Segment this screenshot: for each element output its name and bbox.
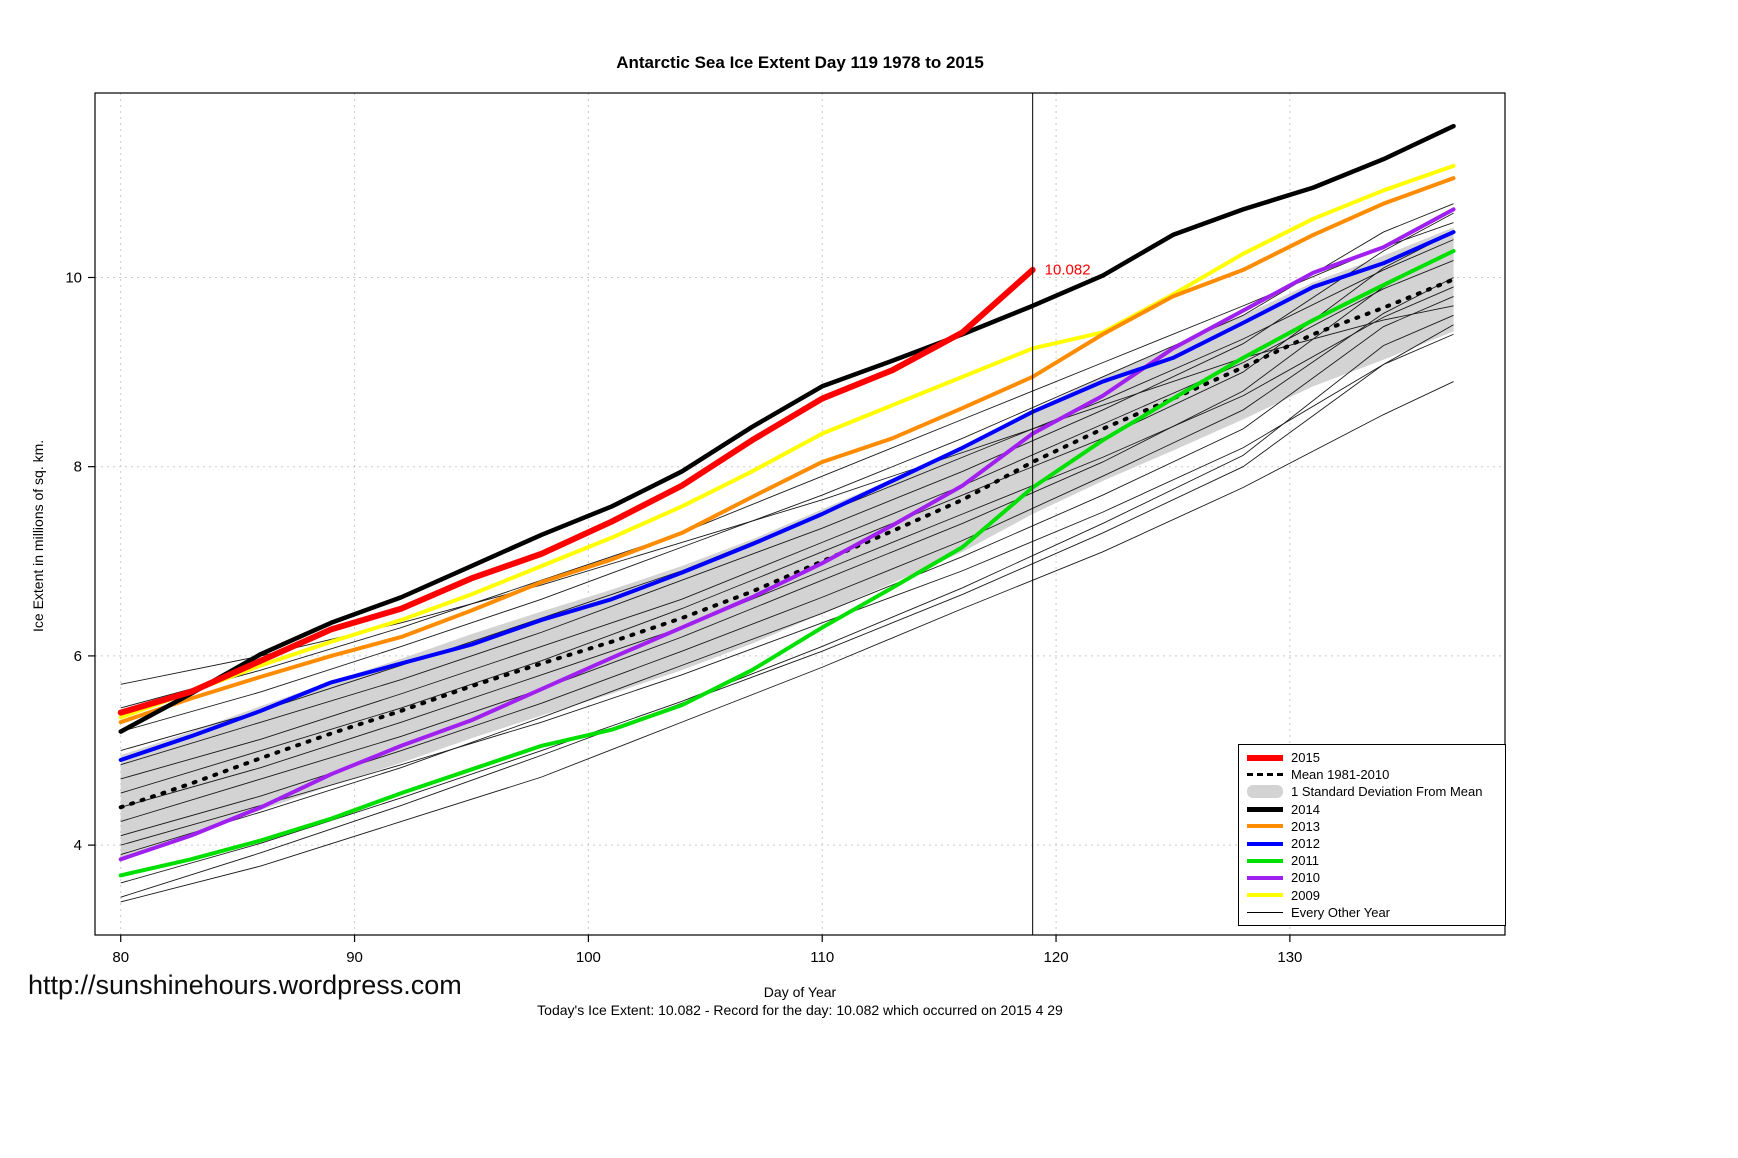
background-year-line (120, 212, 1454, 766)
legend-label: 2010 (1291, 870, 1320, 886)
line-swatch (1247, 911, 1283, 913)
legend-item-2012: 2012 (1247, 835, 1497, 852)
footer-note: Today's Ice Extent: 10.082 - Record for … (537, 1002, 1063, 1018)
legend-label: 2012 (1291, 836, 1320, 852)
line-swatch (1247, 754, 1283, 761)
legend-label: Every Other Year (1291, 904, 1390, 920)
series-line-2011 (118, 248, 1456, 878)
y-tick-label: 6 (74, 648, 82, 665)
band-swatch (1247, 785, 1283, 799)
legend-item-1-standard-deviation-from-mean: 1 Standard Deviation From Mean (1247, 783, 1497, 800)
plot-border (94, 92, 1506, 936)
line-swatch (1247, 858, 1283, 863)
legend-item-2014: 2014 (1247, 801, 1497, 818)
line-swatch (1247, 806, 1283, 812)
current-value-annotation: 10.082 (1045, 262, 1091, 279)
x-tick-label: 130 (1277, 949, 1302, 966)
line-swatch (1247, 841, 1283, 846)
background-year-line (120, 231, 1454, 794)
x-tick-label: 80 (112, 949, 129, 966)
legend: 2015 Mean 1981-2010 1 Standard Deviation F… (1238, 744, 1506, 926)
background-year-line (120, 333, 1454, 846)
legend-item-2009: 2009 (1247, 887, 1497, 904)
background-year-line (120, 260, 1454, 780)
line-swatch (1247, 875, 1283, 880)
legend-label: 2013 (1291, 818, 1320, 834)
line-swatch (1247, 773, 1283, 777)
y-axis-label: Ice Extent in millions of sq. km. (30, 439, 46, 632)
y-tick-label: 4 (74, 837, 82, 854)
x-tick-label: 110 (810, 949, 834, 966)
legend-label: 2014 (1291, 801, 1320, 817)
series-line-2015 (117, 266, 1036, 716)
background-year-line (120, 286, 1454, 808)
legend-item-2010: 2010 (1247, 869, 1497, 886)
background-year-line (120, 295, 1454, 856)
legend-item-2013: 2013 (1247, 818, 1497, 835)
chart-title: Antarctic Sea Ice Extent Day 119 1978 to… (616, 53, 984, 72)
legend-item-mean-1981-2010: Mean 1981-2010 (1247, 766, 1497, 783)
series-line-mean-1981-2010 (118, 277, 1456, 810)
y-tick-label: 8 (74, 459, 82, 476)
series-line-2010 (118, 207, 1456, 862)
legend-item-2011: 2011 (1247, 852, 1497, 869)
background-year-line (120, 250, 1454, 822)
x-tick-label: 90 (346, 949, 363, 966)
series-line-2012 (118, 230, 1456, 762)
legend-label: 2011 (1291, 853, 1319, 869)
series-line-2009 (118, 163, 1456, 720)
legend-label: 2015 (1291, 750, 1320, 766)
background-year-line (120, 324, 1454, 898)
background-year-line (120, 381, 1454, 903)
x-tick-label: 100 (576, 949, 601, 966)
x-tick-label: 120 (1044, 949, 1069, 966)
line-swatch (1247, 824, 1283, 829)
background-year-line (120, 314, 1454, 884)
legend-item-2015: 2015 (1247, 749, 1497, 766)
x-axis-label: Day of Year (763, 984, 837, 1000)
line-swatch (1247, 893, 1283, 898)
y-tick-label: 10 (65, 269, 82, 286)
legend-label: 2009 (1291, 887, 1320, 903)
legend-label: Mean 1981-2010 (1291, 767, 1390, 783)
series-line-2013 (118, 176, 1456, 725)
legend-item-every-other-year: Every Other Year (1247, 904, 1497, 921)
series-line-2014 (118, 123, 1456, 734)
watermark-url: http://sunshinehours.wordpress.com (28, 970, 462, 1000)
legend-label: 1 Standard Deviation From Mean (1291, 784, 1483, 800)
